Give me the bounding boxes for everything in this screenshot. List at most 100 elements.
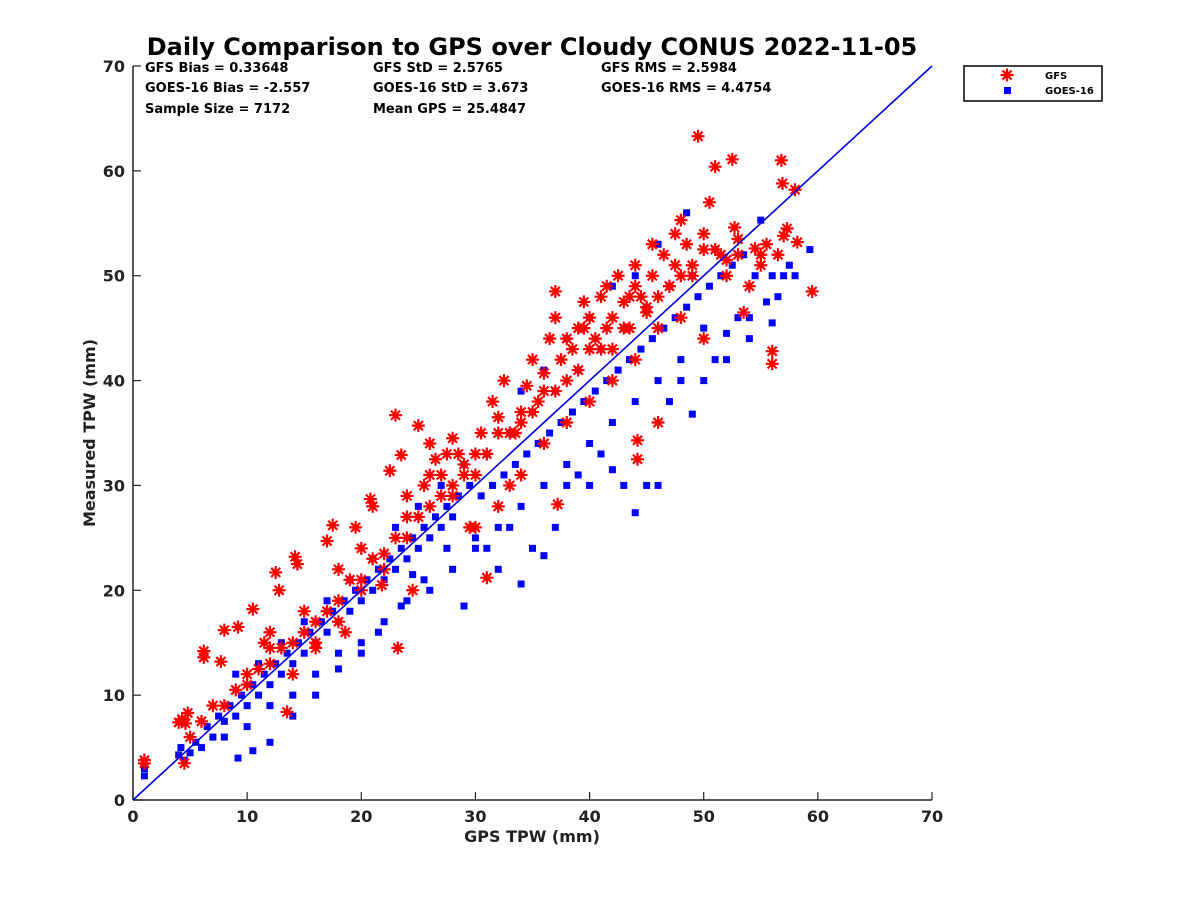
gfs-point xyxy=(480,447,494,461)
gfs-point xyxy=(531,395,545,409)
gfs-point xyxy=(391,641,405,655)
gfs-point xyxy=(457,457,471,471)
gfs-point xyxy=(338,625,352,639)
stat-sample-size: Sample Size = 7172 xyxy=(145,102,290,117)
gfs-point xyxy=(623,290,637,304)
gfs-point xyxy=(651,321,665,335)
gfs-point xyxy=(674,311,688,325)
gfs-point xyxy=(728,220,742,234)
gfs-point-strokes xyxy=(177,756,191,770)
gfs-point-strokes xyxy=(742,279,756,293)
gfs-point xyxy=(631,433,645,447)
gfs-point xyxy=(309,636,323,650)
goes16-point xyxy=(449,565,457,573)
gfs-point-strokes xyxy=(774,153,788,167)
goes16-point xyxy=(243,702,251,710)
goes16-point xyxy=(608,466,616,474)
gfs-point-strokes xyxy=(662,279,676,293)
goes16-point xyxy=(466,481,474,489)
gfs-point xyxy=(309,615,323,629)
gfs-point-strokes xyxy=(417,478,431,492)
goes16-point xyxy=(380,618,388,626)
gfs-point-strokes xyxy=(497,374,511,388)
gfs-point-strokes xyxy=(400,510,414,524)
gfs-point xyxy=(720,253,734,267)
goes16-point xyxy=(637,345,645,353)
legend-gfs-label: GFS xyxy=(1045,71,1067,82)
gfs-point-strokes xyxy=(628,279,642,293)
gfs-point-strokes xyxy=(257,636,271,650)
gfs-point xyxy=(497,374,511,388)
gfs-point xyxy=(805,284,819,298)
gfs-point-strokes xyxy=(571,363,585,377)
gfs-point xyxy=(468,468,482,482)
goes16-point xyxy=(586,439,594,447)
goes16-point xyxy=(489,481,497,489)
gfs-point-strokes xyxy=(526,405,539,419)
gfs-point-strokes xyxy=(343,573,357,587)
goes16-point xyxy=(705,282,713,290)
goes16-point xyxy=(346,607,354,615)
gfs-point xyxy=(554,353,568,367)
gfs-point-strokes xyxy=(674,213,688,227)
goes16-point xyxy=(277,670,285,678)
gfs-point xyxy=(400,510,414,524)
gfs-point-strokes xyxy=(680,237,694,251)
gfs-point xyxy=(288,550,302,564)
gfs-point xyxy=(537,436,551,450)
gfs-point-strokes xyxy=(434,489,448,503)
gfs-point xyxy=(543,332,557,346)
legend: GFS GOES-16 xyxy=(963,65,1103,102)
gfs-point xyxy=(263,625,277,639)
goes16-point xyxy=(563,481,571,489)
gfs-point xyxy=(651,416,665,430)
gfs-point-strokes xyxy=(446,431,460,445)
plot-area: 0 10 20 30 40 50 60 70 0 10 20 30 40 50 60 70 xyxy=(103,57,943,826)
gfs-point xyxy=(628,258,642,272)
gfs-point-strokes xyxy=(725,152,739,166)
gfs-point xyxy=(446,431,460,445)
gfs-point-strokes xyxy=(714,248,728,262)
gfs-point xyxy=(771,248,785,262)
gfs-point-strokes xyxy=(514,468,528,482)
goes16-point xyxy=(494,565,502,573)
goes16-point xyxy=(215,712,223,720)
gfs-point xyxy=(286,667,300,681)
gfs-point xyxy=(725,152,739,166)
gfs-point xyxy=(217,699,231,713)
gfs-point xyxy=(417,478,431,492)
goes16-point xyxy=(654,377,662,385)
goes16-point xyxy=(203,723,211,731)
gfs-point xyxy=(252,662,266,676)
gfs-point xyxy=(343,573,357,587)
gfs-point-strokes xyxy=(560,332,574,346)
gfs-point xyxy=(214,655,228,669)
gfs-point-strokes xyxy=(446,489,460,503)
gfs-point xyxy=(697,227,711,241)
gfs-point xyxy=(790,235,804,249)
gfs-point xyxy=(383,464,397,478)
stat-gfs-bias: GFS Bias = 0.33648 xyxy=(145,61,288,76)
gfs-point-strokes xyxy=(217,623,231,637)
gfs-point xyxy=(229,683,243,697)
goes16-point xyxy=(266,702,274,710)
gfs-point xyxy=(363,492,377,506)
gfs-point-strokes xyxy=(263,625,277,639)
gfs-point xyxy=(257,636,271,650)
gfs-point-strokes xyxy=(708,160,722,174)
gfs-point xyxy=(680,237,694,251)
gfs-point-strokes xyxy=(194,714,208,728)
gfs-point-strokes xyxy=(451,447,465,461)
goes16-point xyxy=(220,733,228,741)
gfs-point xyxy=(320,604,334,618)
gfs-point xyxy=(411,510,425,524)
gfs-point-strokes xyxy=(777,229,791,243)
goes16-point xyxy=(237,691,245,699)
gfs-point-strokes xyxy=(468,447,482,461)
gfs-point-strokes xyxy=(720,253,734,267)
goes16-point xyxy=(177,744,185,752)
goes16-point xyxy=(289,691,297,699)
gfs-point-strokes xyxy=(565,342,579,356)
goes16-point xyxy=(431,513,439,521)
gfs-point xyxy=(514,468,528,482)
